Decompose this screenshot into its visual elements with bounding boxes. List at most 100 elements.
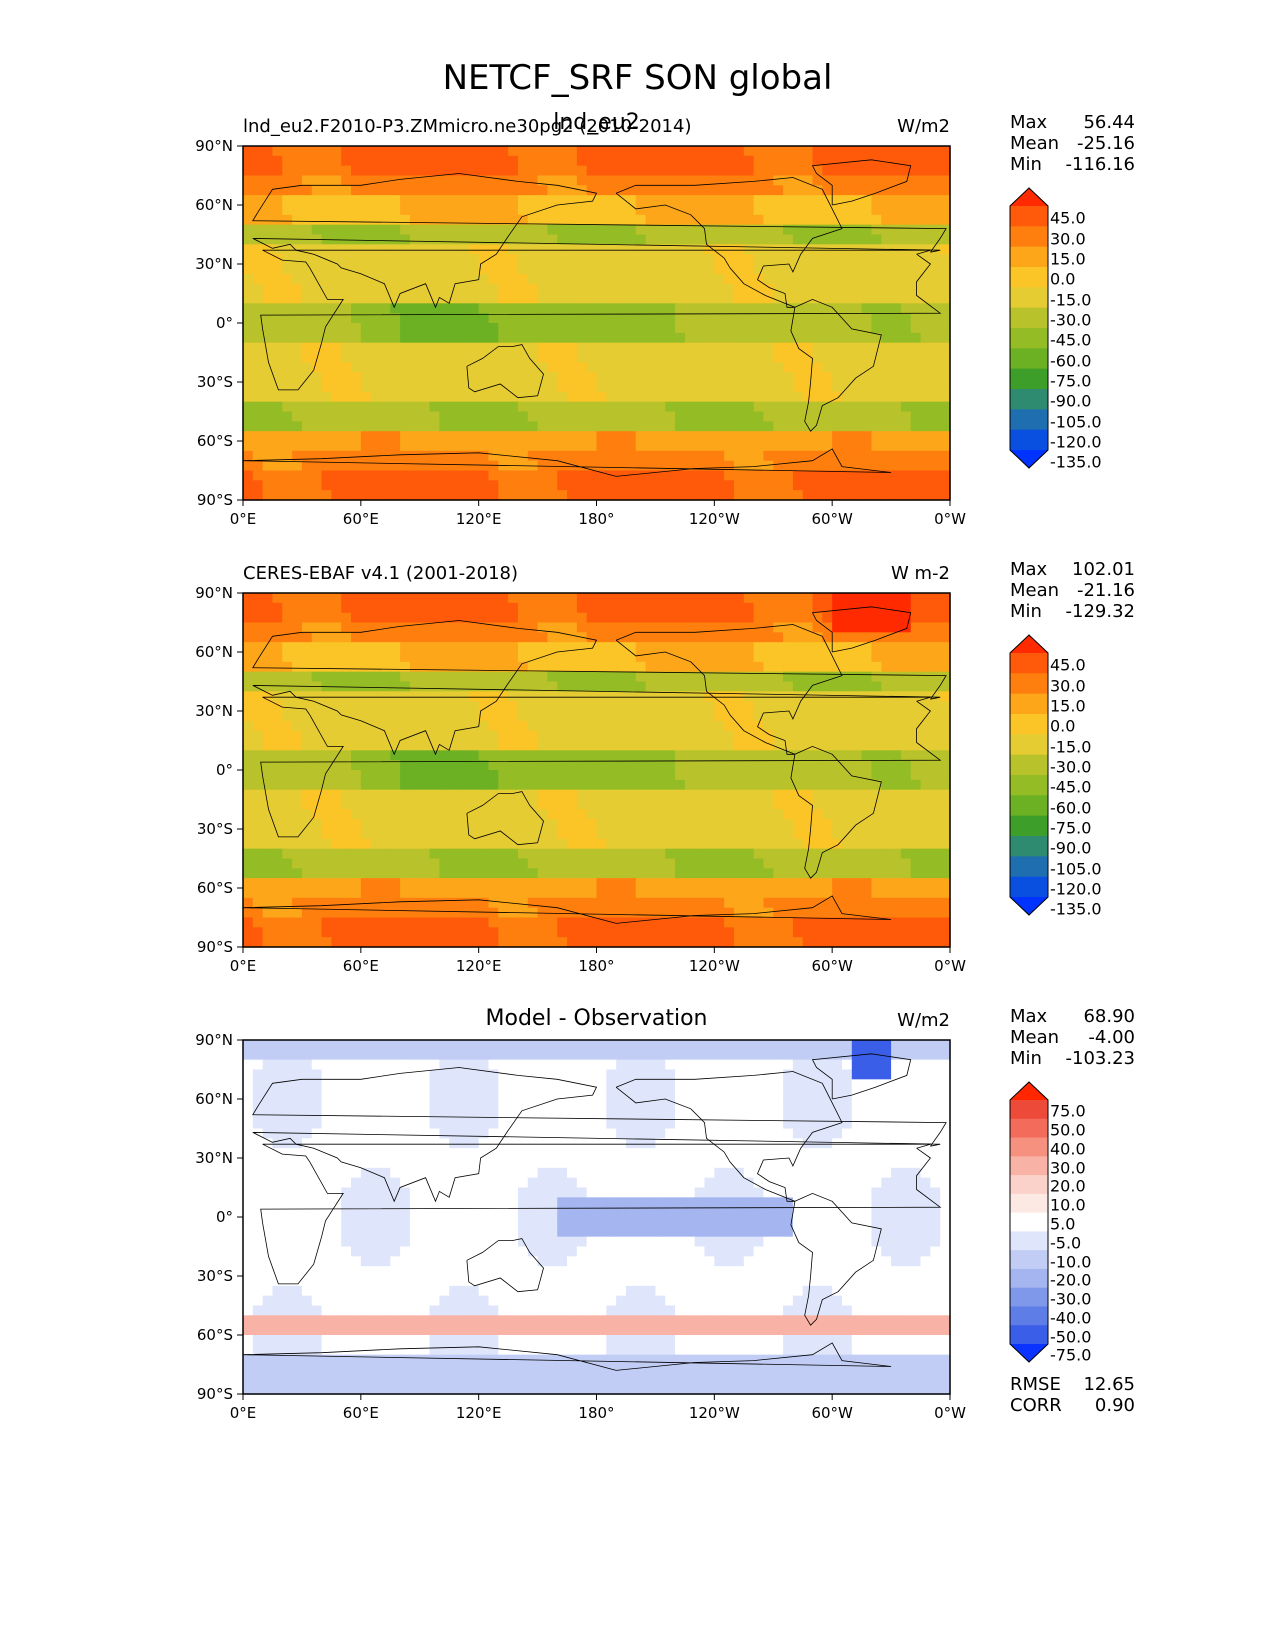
panel-3-colorbar-label: -10.0 [1050, 1252, 1092, 1272]
panel-2-stat-mean: Mean -21.16 [1010, 580, 1135, 601]
panel-3-colorbar-label: 40.0 [1050, 1139, 1086, 1159]
panel-1-colorbar-label: -105.0 [1050, 412, 1102, 431]
panel-1-stat-mean-label: Mean [1010, 133, 1060, 154]
panel-2-colorbar-segment [1010, 876, 1048, 898]
panel-1-coastline-3 [615, 177, 843, 308]
panel-1-colorbar-label: -60.0 [1050, 351, 1092, 370]
panel-2-map [237, 592, 951, 953]
panel-3-colorbar-segment [1010, 1231, 1048, 1251]
panel-1-colorbar-segment [1010, 368, 1048, 390]
panel-1-y-tick-label: 30°S [196, 373, 233, 391]
panel-2-colorbar-label: -45.0 [1050, 777, 1092, 797]
panel-2-colorbar-segment [1010, 754, 1048, 776]
panel-3-y-tick-label: 60°N [195, 1090, 233, 1108]
panel-3-colorbar-label: -20.0 [1050, 1270, 1092, 1290]
panel-1-colorbar-segment [1010, 226, 1048, 248]
panel-2-stat-max-value: 102.01 [1072, 559, 1135, 580]
panel-3-colorbar-segment [1010, 1100, 1048, 1120]
panel-2-coastline-2 [466, 791, 544, 846]
panel-1-coastline-5 [811, 159, 912, 206]
panel-3-colorbar-segment [1010, 1325, 1048, 1345]
panel-3-colorbar-segment [1010, 1287, 1048, 1307]
panel-1-y-tick-label: 60°N [195, 196, 233, 214]
panel-1-colorbar-segment [1010, 307, 1048, 329]
panel-3-stat-min: Min -103.23 [1010, 1048, 1135, 1069]
panel-3-title-center: Model - Observation [485, 1006, 708, 1031]
panel-1-x-tick-label: 120°E [455, 510, 502, 528]
panel-3-colorbar-extend-top [1010, 1082, 1048, 1100]
panel-3-footer-corr-value: 0.90 [1094, 1395, 1135, 1416]
panel-3-units: W/m2 [897, 1010, 950, 1031]
panel-1-stat-min-value: -116.16 [1065, 154, 1135, 175]
panel-3-colorbar [1009, 1081, 1049, 1363]
panel-2-colorbar-label: -15.0 [1050, 737, 1092, 756]
panel-2-x-tick-label: 120°W [688, 957, 740, 975]
panel-1-coastline-2 [466, 344, 544, 399]
panel-3-stats: Max 68.90 Mean -4.00 Min -103.23 [1010, 1006, 1135, 1069]
panel-1-x-tick-label: 120°W [688, 510, 740, 528]
panel-1-x-tick-label: 180° [578, 510, 615, 528]
panel-1-colorbar-label: -135.0 [1050, 452, 1102, 472]
panel-2-colorbar-label: -60.0 [1050, 798, 1092, 817]
panel-2-colorbar-label: -75.0 [1050, 818, 1092, 838]
panel-2-stat-min-value: -129.32 [1065, 601, 1135, 622]
panel-1-colorbar-segment [1010, 328, 1048, 349]
panel-3-colorbar-segment [1010, 1118, 1048, 1139]
panel-3-coastline-1 [252, 1067, 947, 1203]
panel-3-footer-corr-label: CORR [1010, 1395, 1062, 1416]
panel-3-colorbar-segment [1010, 1212, 1048, 1232]
panel-2-y-tick-label: 90°N [195, 584, 233, 602]
panel-3-coastline-5 [811, 1053, 912, 1100]
panel-3-stat-mean-label: Mean [1010, 1027, 1060, 1048]
panel-1-colorbar-label: -75.0 [1050, 371, 1092, 391]
panel-3-colorbar-segment [1010, 1156, 1048, 1176]
panel-3-footer-corr: CORR 0.90 [1010, 1395, 1135, 1416]
panel-1-x-tick-label: 0°W [934, 510, 966, 528]
panel-3-colorbar-segment [1010, 1268, 1048, 1289]
panel-2-colorbar-segment [1010, 775, 1048, 796]
panel-2-y-tick-label: 0° [215, 761, 233, 779]
panel-3-y-tick-label: 90°S [196, 1385, 233, 1403]
panel-2-stat-mean-value: -21.16 [1076, 580, 1135, 601]
panel-1-colorbar-label: -30.0 [1050, 310, 1092, 330]
panel-3-colorbar-extend-bottom [1010, 1344, 1048, 1362]
panel-3-colorbar-label: 5.0 [1050, 1214, 1076, 1234]
panel-3-y-tick-label: 30°N [195, 1149, 233, 1167]
panel-3-colorbar-label: 10.0 [1050, 1195, 1086, 1215]
panel-2-y-tick-label: 30°N [195, 702, 233, 720]
panel-3-map [237, 1039, 951, 1400]
panel-2-y-tick-label: 30°S [196, 820, 233, 838]
panel-3-x-tick-label: 0°E [229, 1404, 257, 1422]
panel-2-y-tick-label: 90°S [196, 938, 233, 956]
panel-2-coastline-5 [811, 606, 912, 653]
panel-2-stats: Max 102.01 Mean -21.16 Min -129.32 [1010, 559, 1135, 622]
panel-2-stat-min: Min -129.32 [1010, 601, 1135, 622]
panel-3-stat-min-label: Min [1010, 1048, 1042, 1069]
panel-1-colorbar-segment [1010, 429, 1048, 451]
panel-1-stat-mean: Mean -25.16 [1010, 133, 1135, 154]
panel-2-x-tick-label: 0°W [934, 957, 966, 975]
panel-1-x-tick-label: 60°E [342, 510, 379, 528]
panel-2-colorbar-label: -105.0 [1050, 859, 1102, 878]
panel-3-x-tick-label: 60°E [342, 1404, 379, 1422]
panel-2-coastline-1 [252, 620, 947, 756]
panel-2-stat-mean-label: Mean [1010, 580, 1060, 601]
panel-2-x-tick-label: 0°E [229, 957, 257, 975]
panel-3-stat-mean-value: -4.00 [1088, 1027, 1135, 1048]
panel-3-x-tick-label: 120°E [455, 1404, 502, 1422]
panel-1-colorbar [1009, 187, 1049, 469]
panel-2-colorbar-label: 15.0 [1050, 696, 1086, 716]
panel-2-colorbar-segment [1010, 714, 1048, 735]
panel-1-map [237, 145, 951, 506]
panel-1-colorbar-label: -90.0 [1050, 391, 1092, 411]
panel-2-stat-max-label: Max [1010, 559, 1048, 580]
panel-1-stat-max-label: Max [1010, 112, 1048, 133]
panel-2-y-tick-label: 60°S [196, 879, 233, 897]
panel-2-stat-max: Max 102.01 [1010, 559, 1135, 580]
panel-1-colorbar-label: 30.0 [1050, 229, 1086, 248]
panel-2-x-tick-label: 60°W [811, 957, 853, 975]
panel-2-colorbar-segment [1010, 815, 1048, 837]
panel-2-colorbar-label: -135.0 [1050, 899, 1102, 919]
panel-2-colorbar-segment [1010, 693, 1048, 715]
panel-3-stat-mean: Mean -4.00 [1010, 1027, 1135, 1048]
